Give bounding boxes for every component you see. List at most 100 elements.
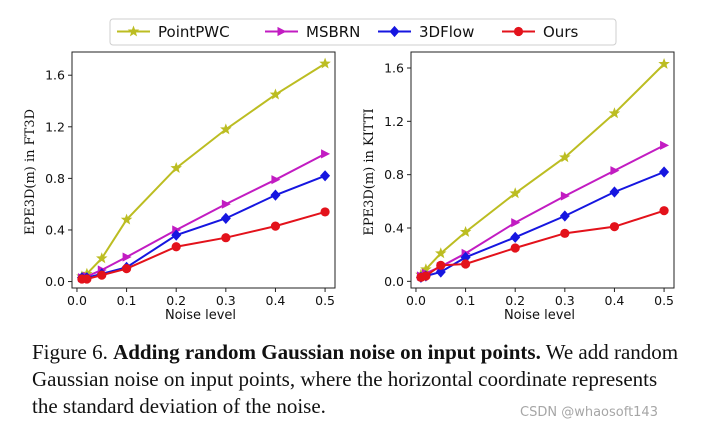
series-ours <box>77 207 330 284</box>
x-tick-label: 0.4 <box>266 293 286 308</box>
figure-svg: PointPWC MSBRN 3DFlow Ours 0.0 0.1 0.2 0.3 0.4 0… <box>23 18 675 323</box>
data-point <box>459 225 472 237</box>
data-point <box>96 252 108 264</box>
data-point <box>559 151 571 163</box>
x-tick-label: 0.2 <box>166 293 186 308</box>
series-3dflow <box>76 170 331 284</box>
y-tick-label: 0.0 <box>384 274 404 289</box>
data-point <box>220 212 231 224</box>
data-point <box>421 271 431 281</box>
legend-label: MSBRN <box>306 23 360 41</box>
data-point <box>436 260 446 270</box>
x-tick-label: 0.5 <box>654 293 674 308</box>
series-msbrn <box>416 140 670 281</box>
data-point <box>270 221 281 231</box>
data-point <box>320 207 330 217</box>
y-axis-label: EPE3D(m) in KITTI <box>362 108 377 235</box>
data-point <box>659 206 669 216</box>
data-point <box>320 170 331 182</box>
data-point <box>435 266 446 278</box>
chart-panel-kitti: 0.0 0.1 0.2 0.3 0.4 0.5 0.0 0.4 0.8 1.2 1.6 Noise l… <box>362 51 675 323</box>
legend-box <box>109 18 617 46</box>
legend-item: 3DFlow <box>378 23 474 41</box>
watermark: CSDN @whaosoft143 <box>520 405 658 420</box>
data-point <box>658 57 670 69</box>
x-axis-label: Noise level <box>504 308 575 323</box>
y-tick-label: 0.4 <box>45 222 65 237</box>
plot-frame <box>410 51 675 289</box>
data-point <box>435 247 447 259</box>
data-point <box>121 264 132 274</box>
x-tick-label: 0.3 <box>216 293 236 308</box>
x-axis-label: Noise level <box>165 308 236 323</box>
y-tick-label: 1.2 <box>45 119 65 134</box>
data-point <box>270 189 281 201</box>
data-point <box>120 213 133 225</box>
data-point <box>560 191 570 201</box>
data-point <box>122 252 132 262</box>
figure-caption: Figure 6. Adding random Gaussian noise o… <box>32 339 682 420</box>
plot-frame <box>71 51 336 289</box>
y-tick-label: 1.6 <box>45 68 65 83</box>
legend-marker-icon <box>389 25 400 38</box>
legend-marker-icon <box>513 26 524 37</box>
series-line <box>420 144 665 277</box>
x-tick-label: 0.0 <box>406 293 426 308</box>
data-point <box>171 242 181 252</box>
x-tick-label: 0.0 <box>67 293 87 308</box>
caption-title: Adding random Gaussian noise on input po… <box>113 340 541 364</box>
y-tick-label: 0.8 <box>384 167 404 182</box>
y-tick-label: 0.4 <box>384 221 404 236</box>
data-point <box>221 199 231 209</box>
series-line <box>81 152 326 279</box>
data-point <box>609 186 620 198</box>
legend-item: PointPWC <box>117 23 230 41</box>
data-point <box>220 123 232 135</box>
data-point <box>171 229 182 241</box>
data-point <box>460 251 471 263</box>
series-msbrn <box>77 149 331 283</box>
data-point <box>511 218 521 228</box>
data-point <box>509 187 521 199</box>
legend-marker-icon <box>127 25 140 37</box>
data-point <box>319 57 331 69</box>
y-tick-label: 0.0 <box>45 274 65 289</box>
data-point <box>321 149 331 159</box>
data-point <box>510 243 520 253</box>
legend-label: PointPWC <box>158 23 230 41</box>
x-tick-label: 0.4 <box>605 293 625 308</box>
data-point <box>170 162 182 173</box>
y-tick-label: 0.8 <box>45 171 65 186</box>
x-tick-label: 0.5 <box>315 293 335 308</box>
data-point <box>271 175 281 185</box>
caption-label: Figure 6. <box>32 340 108 364</box>
legend-marker-icon <box>277 26 287 37</box>
data-point <box>659 166 670 178</box>
data-point <box>221 233 231 243</box>
data-point <box>660 140 670 150</box>
data-point <box>97 270 107 280</box>
data-point <box>510 231 521 243</box>
series-ours <box>416 206 669 282</box>
series-line <box>420 171 665 279</box>
data-point <box>608 107 621 119</box>
y-axis-label: EPE3D(m) in FT3D <box>23 109 38 235</box>
data-point <box>82 274 92 284</box>
data-point <box>460 259 471 269</box>
data-point <box>269 88 282 100</box>
series-line <box>81 62 326 278</box>
legend: PointPWC MSBRN 3DFlow Ours <box>109 18 617 46</box>
x-tick-label: 0.1 <box>117 293 137 308</box>
legend-label: 3DFlow <box>419 23 474 41</box>
legend-item: MSBRN <box>265 23 360 41</box>
x-tick-label: 0.3 <box>555 293 575 308</box>
legend-label: Ours <box>543 23 578 41</box>
caption-text: We add random Gaussian noise on input po… <box>32 340 679 418</box>
y-tick-label: 1.6 <box>384 61 404 76</box>
series-pointpwc <box>76 57 331 282</box>
data-point <box>610 166 620 176</box>
data-point <box>560 228 570 238</box>
x-tick-label: 0.1 <box>456 293 476 308</box>
chart-panel-ft3d: 0.0 0.1 0.2 0.3 0.4 0.5 0.0 0.4 0.8 1.2 1.6 Noise l… <box>23 51 336 323</box>
series-line <box>420 63 665 276</box>
